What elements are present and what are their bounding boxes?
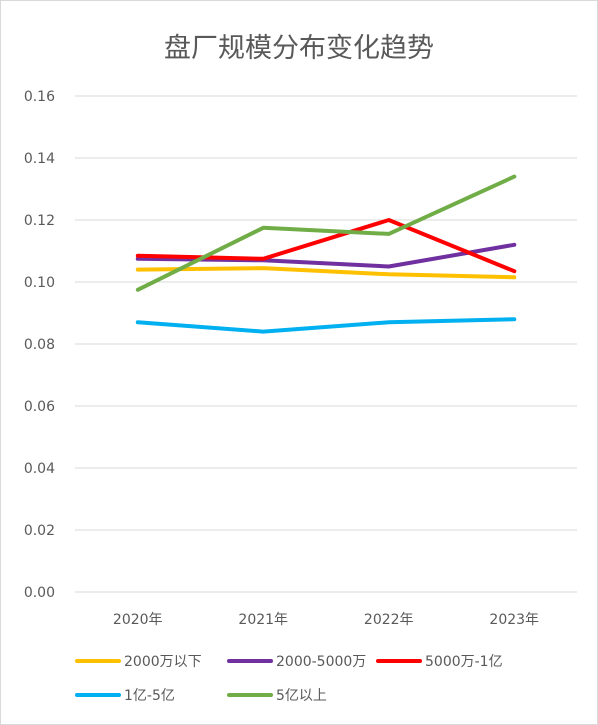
x-tick-label: 2021年 (238, 612, 288, 628)
y-tick-label: 0.06 (24, 399, 55, 415)
y-tick-label: 0.14 (24, 151, 55, 167)
x-tick-label: 2022年 (364, 612, 414, 628)
y-tick-label: 0.16 (24, 89, 55, 105)
y-tick-label: 0.00 (24, 585, 55, 601)
x-tick-label: 2020年 (113, 612, 163, 628)
series-line (135, 174, 517, 292)
legend-label: 2000万以下 (124, 654, 202, 670)
x-axis-tick-labels: 2020年 2021年 2022年 2023年 (113, 612, 539, 628)
series-line (135, 266, 517, 280)
series-line (135, 317, 517, 334)
legend-label: 2000-5000万 (276, 654, 366, 670)
legend-label: 1亿-5亿 (124, 688, 175, 704)
legend: 2000万以下 2000-5000万 5000万-1亿 1亿-5亿 5亿以上 (75, 654, 503, 704)
y-tick-label: 0.12 (24, 213, 55, 229)
y-tick-label: 0.08 (24, 337, 55, 353)
y-tick-label: 0.10 (24, 275, 55, 291)
y-tick-label: 0.04 (24, 461, 55, 477)
chart-title: 盘厂规模分布变化趋势 (164, 33, 434, 64)
x-tick-label: 2023年 (489, 612, 539, 628)
y-axis-tick-labels: 0.00 0.02 0.04 0.06 0.08 0.10 0.12 0.14 0.16 (24, 89, 55, 601)
series-lines (135, 174, 517, 334)
legend-label: 5亿以上 (276, 688, 327, 704)
gridlines (75, 95, 577, 593)
legend-label: 5000万-1亿 (425, 654, 503, 670)
y-tick-label: 0.02 (24, 523, 55, 539)
